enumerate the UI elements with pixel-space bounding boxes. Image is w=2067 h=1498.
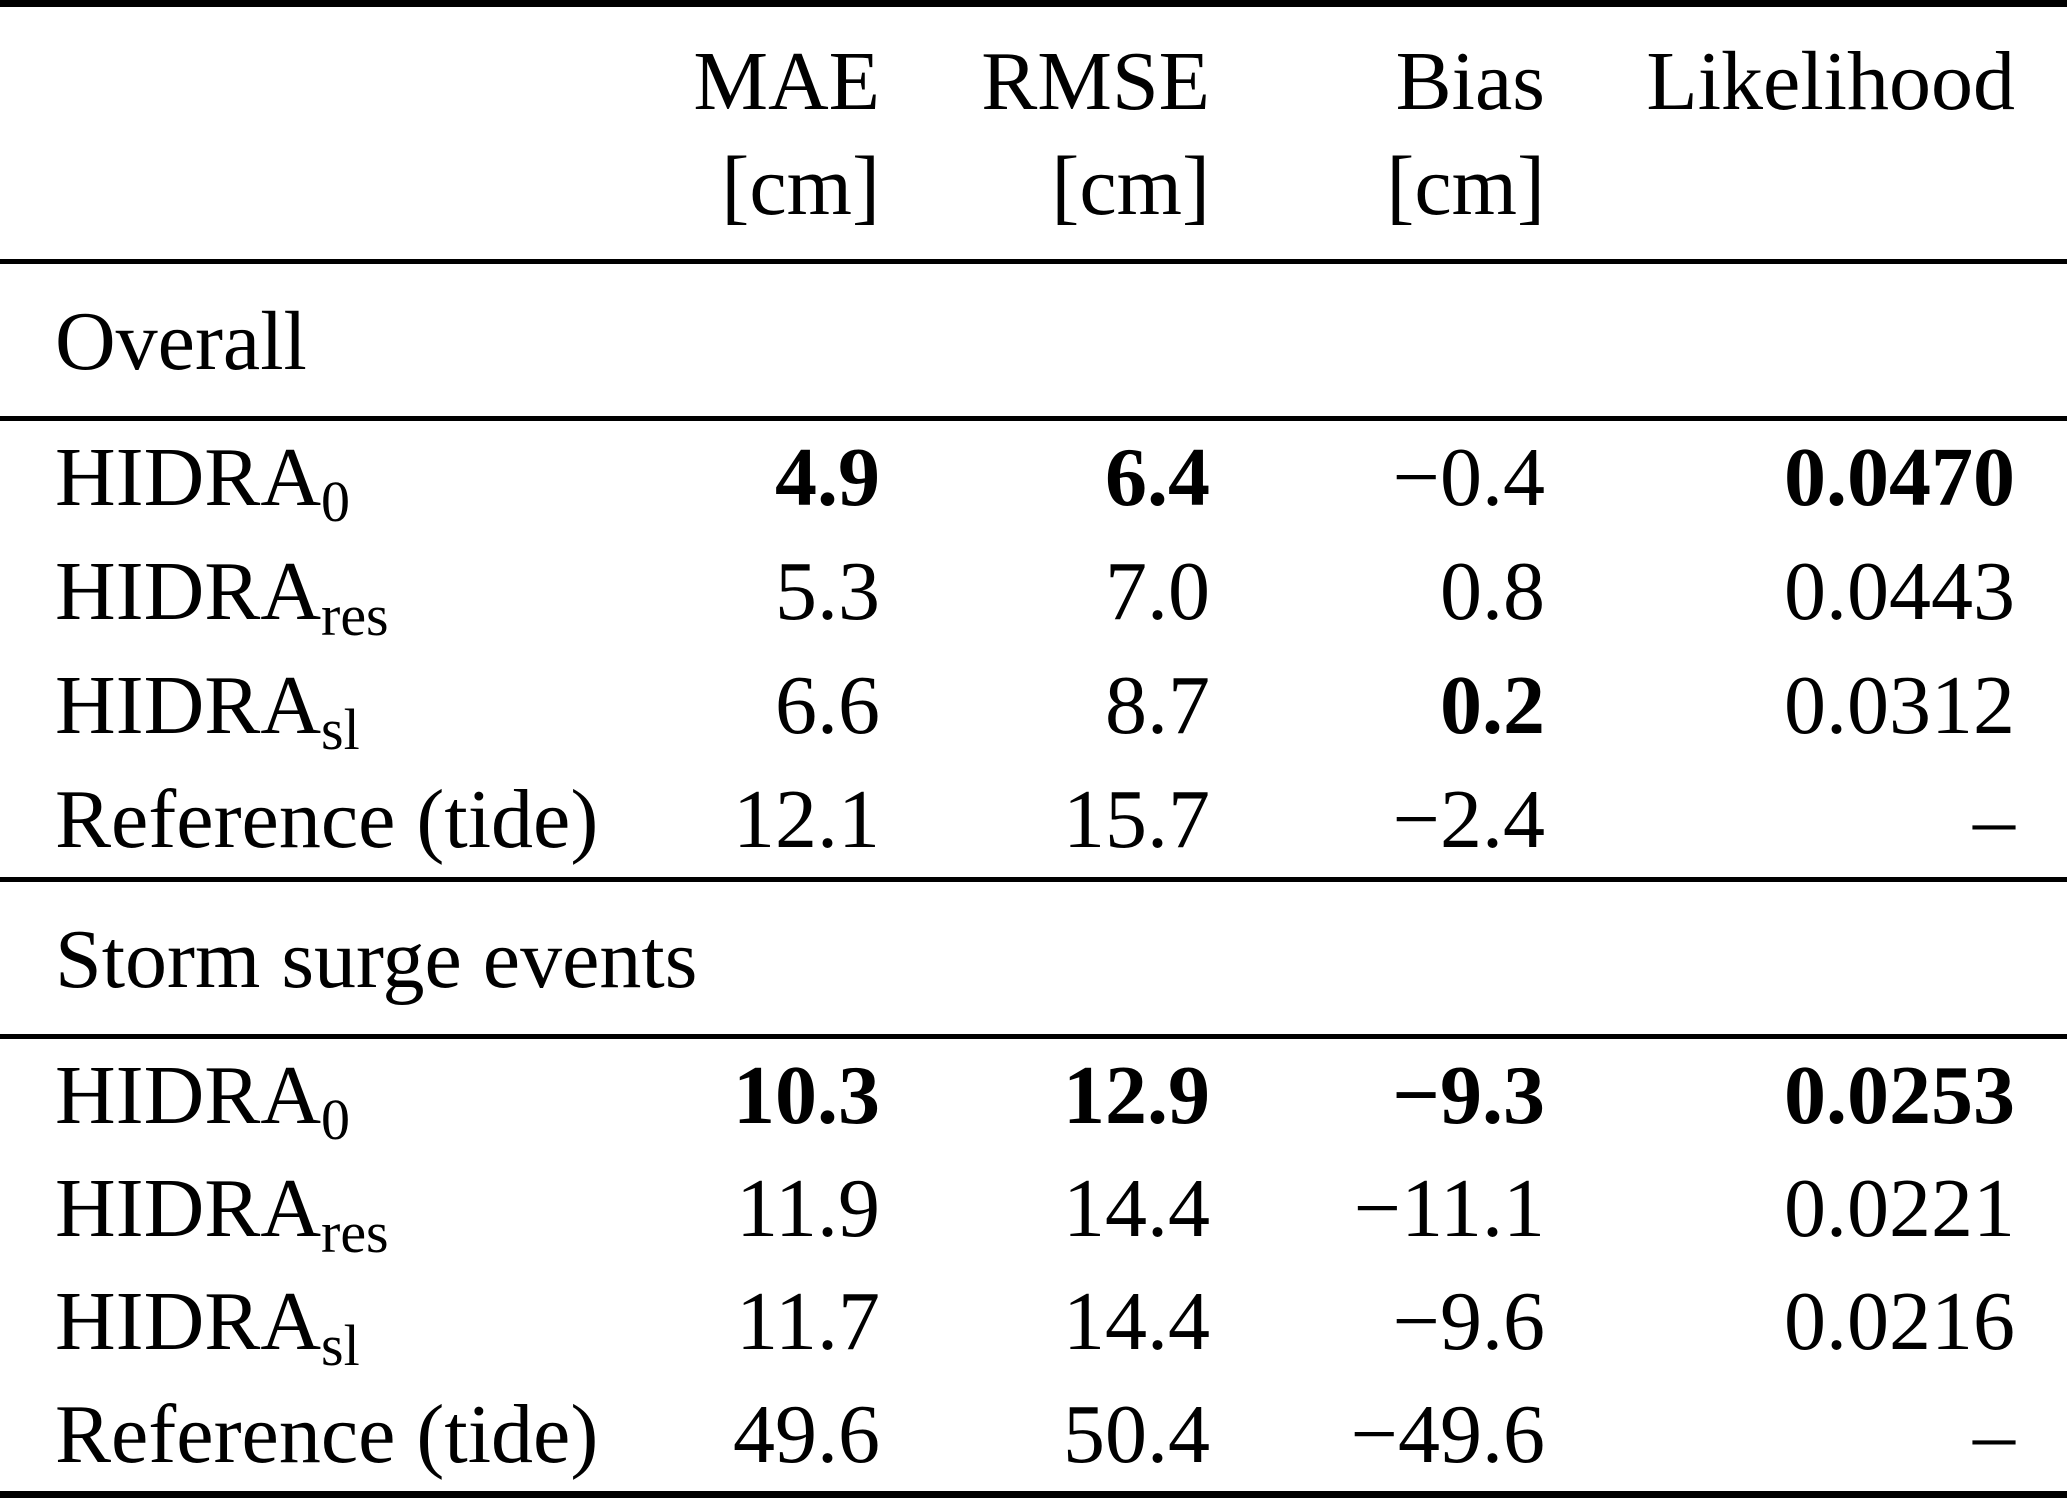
mae-value: 5.3 (775, 545, 880, 638)
bias-value: −49.6 (1350, 1388, 1545, 1481)
model-name: HIDRA (55, 1162, 321, 1255)
likelihood-value: 0.0443 (1784, 545, 2015, 638)
bias-value: 0.8 (1440, 545, 1545, 638)
bias-value: −9.3 (1392, 1049, 1545, 1142)
table-row: HIDRAsl 11.7 14.4 −9.6 0.0216 (0, 1265, 2067, 1378)
likelihood-value: – (1973, 1388, 2015, 1481)
likelihood-value: 0.0470 (1784, 431, 2015, 524)
rmse-value: 7.0 (1105, 545, 1210, 638)
col-header-mae: MAE [cm] (500, 3, 880, 264)
model-name: Reference (tide) (55, 773, 599, 866)
bias-value: −0.4 (1392, 431, 1545, 524)
col-header-rmse: RMSE [cm] (880, 3, 1210, 264)
rmse-value: 50.4 (1063, 1388, 1210, 1481)
model-name: HIDRA (55, 1275, 321, 1368)
col-header-mae-label: MAE (693, 35, 880, 128)
mae-value: 6.6 (775, 659, 880, 752)
table-row: HIDRA0 4.9 6.4 −0.4 0.0470 (0, 419, 2067, 536)
model-name: HIDRA (55, 431, 321, 524)
section-title: Storm surge events (0, 877, 2067, 1039)
section-header-storm-surge: Storm surge events (0, 877, 2067, 1039)
table-row: Reference (tide) 12.1 15.7 −2.4 – (0, 763, 2067, 880)
rmse-value: 14.4 (1063, 1162, 1210, 1255)
mae-value: 10.3 (733, 1049, 880, 1142)
bias-value: −2.4 (1392, 773, 1545, 866)
row-label-header (0, 3, 500, 264)
section-title: Overall (0, 259, 2067, 421)
mae-value: 11.9 (736, 1162, 880, 1255)
mae-value: 11.7 (736, 1275, 880, 1368)
rmse-value: 6.4 (1105, 431, 1210, 524)
model-name: HIDRA (55, 1049, 321, 1142)
model-name: HIDRA (55, 659, 321, 752)
model-subscript: sl (321, 697, 360, 762)
rmse-value: 15.7 (1063, 773, 1210, 866)
table-row: HIDRAres 5.3 7.0 0.8 0.0443 (0, 535, 2067, 649)
model-name: HIDRA (55, 545, 321, 638)
model-subscript: 0 (321, 469, 350, 534)
rmse-value: 8.7 (1105, 659, 1210, 752)
bias-value: −11.1 (1353, 1162, 1545, 1255)
col-header-bias-label: Bias (1395, 35, 1545, 128)
mae-value: 4.9 (775, 431, 880, 524)
col-header-bias: Bias [cm] (1210, 3, 1545, 264)
likelihood-value: – (1973, 773, 2015, 866)
table-row: HIDRAres 11.9 14.4 −11.1 0.0221 (0, 1152, 2067, 1265)
bias-value: 0.2 (1440, 659, 1545, 752)
model-label: HIDRAres (0, 535, 500, 649)
col-header-likelihood-label: Likelihood (1646, 35, 2015, 128)
model-subscript: res (321, 583, 389, 648)
likelihood-value: 0.0312 (1784, 659, 2015, 752)
model-name: Reference (tide) (55, 1388, 599, 1481)
section-header-overall: Overall (0, 259, 2067, 421)
rmse-value: 14.4 (1063, 1275, 1210, 1368)
table-row: Reference (tide) 49.6 50.4 −49.6 – (0, 1378, 2067, 1495)
model-subscript: 0 (321, 1087, 350, 1152)
mae-value: 49.6 (733, 1388, 880, 1481)
col-header-mae-unit: [cm] (721, 140, 880, 233)
model-label: HIDRA0 (0, 419, 500, 536)
col-header-rmse-unit: [cm] (1051, 140, 1210, 233)
bias-value: −9.6 (1392, 1275, 1545, 1368)
likelihood-value: 0.0216 (1784, 1275, 2015, 1368)
likelihood-value: 0.0253 (1784, 1049, 2015, 1142)
model-label: HIDRAsl (0, 649, 500, 763)
model-subscript: res (321, 1200, 389, 1265)
model-label: HIDRA0 (0, 1037, 500, 1153)
col-header-likelihood: Likelihood (1545, 3, 2067, 264)
table-row: HIDRA0 10.3 12.9 −9.3 0.0253 (0, 1037, 2067, 1153)
mae-value: 12.1 (733, 773, 880, 866)
model-subscript: sl (321, 1313, 360, 1378)
model-label: HIDRAsl (0, 1265, 500, 1378)
likelihood-value: 0.0221 (1784, 1162, 2015, 1255)
model-label: Reference (tide) (0, 1378, 598, 1495)
col-header-bias-unit: [cm] (1386, 140, 1545, 233)
col-header-rmse-label: RMSE (981, 35, 1210, 128)
model-label: HIDRAres (0, 1152, 500, 1265)
table-row: HIDRAsl 6.6 8.7 0.2 0.0312 (0, 649, 2067, 763)
rmse-value: 12.9 (1063, 1049, 1210, 1142)
model-label: Reference (tide) (0, 763, 598, 880)
table-header-row: MAE [cm] RMSE [cm] Bias [cm] Likelihood (0, 3, 2067, 264)
